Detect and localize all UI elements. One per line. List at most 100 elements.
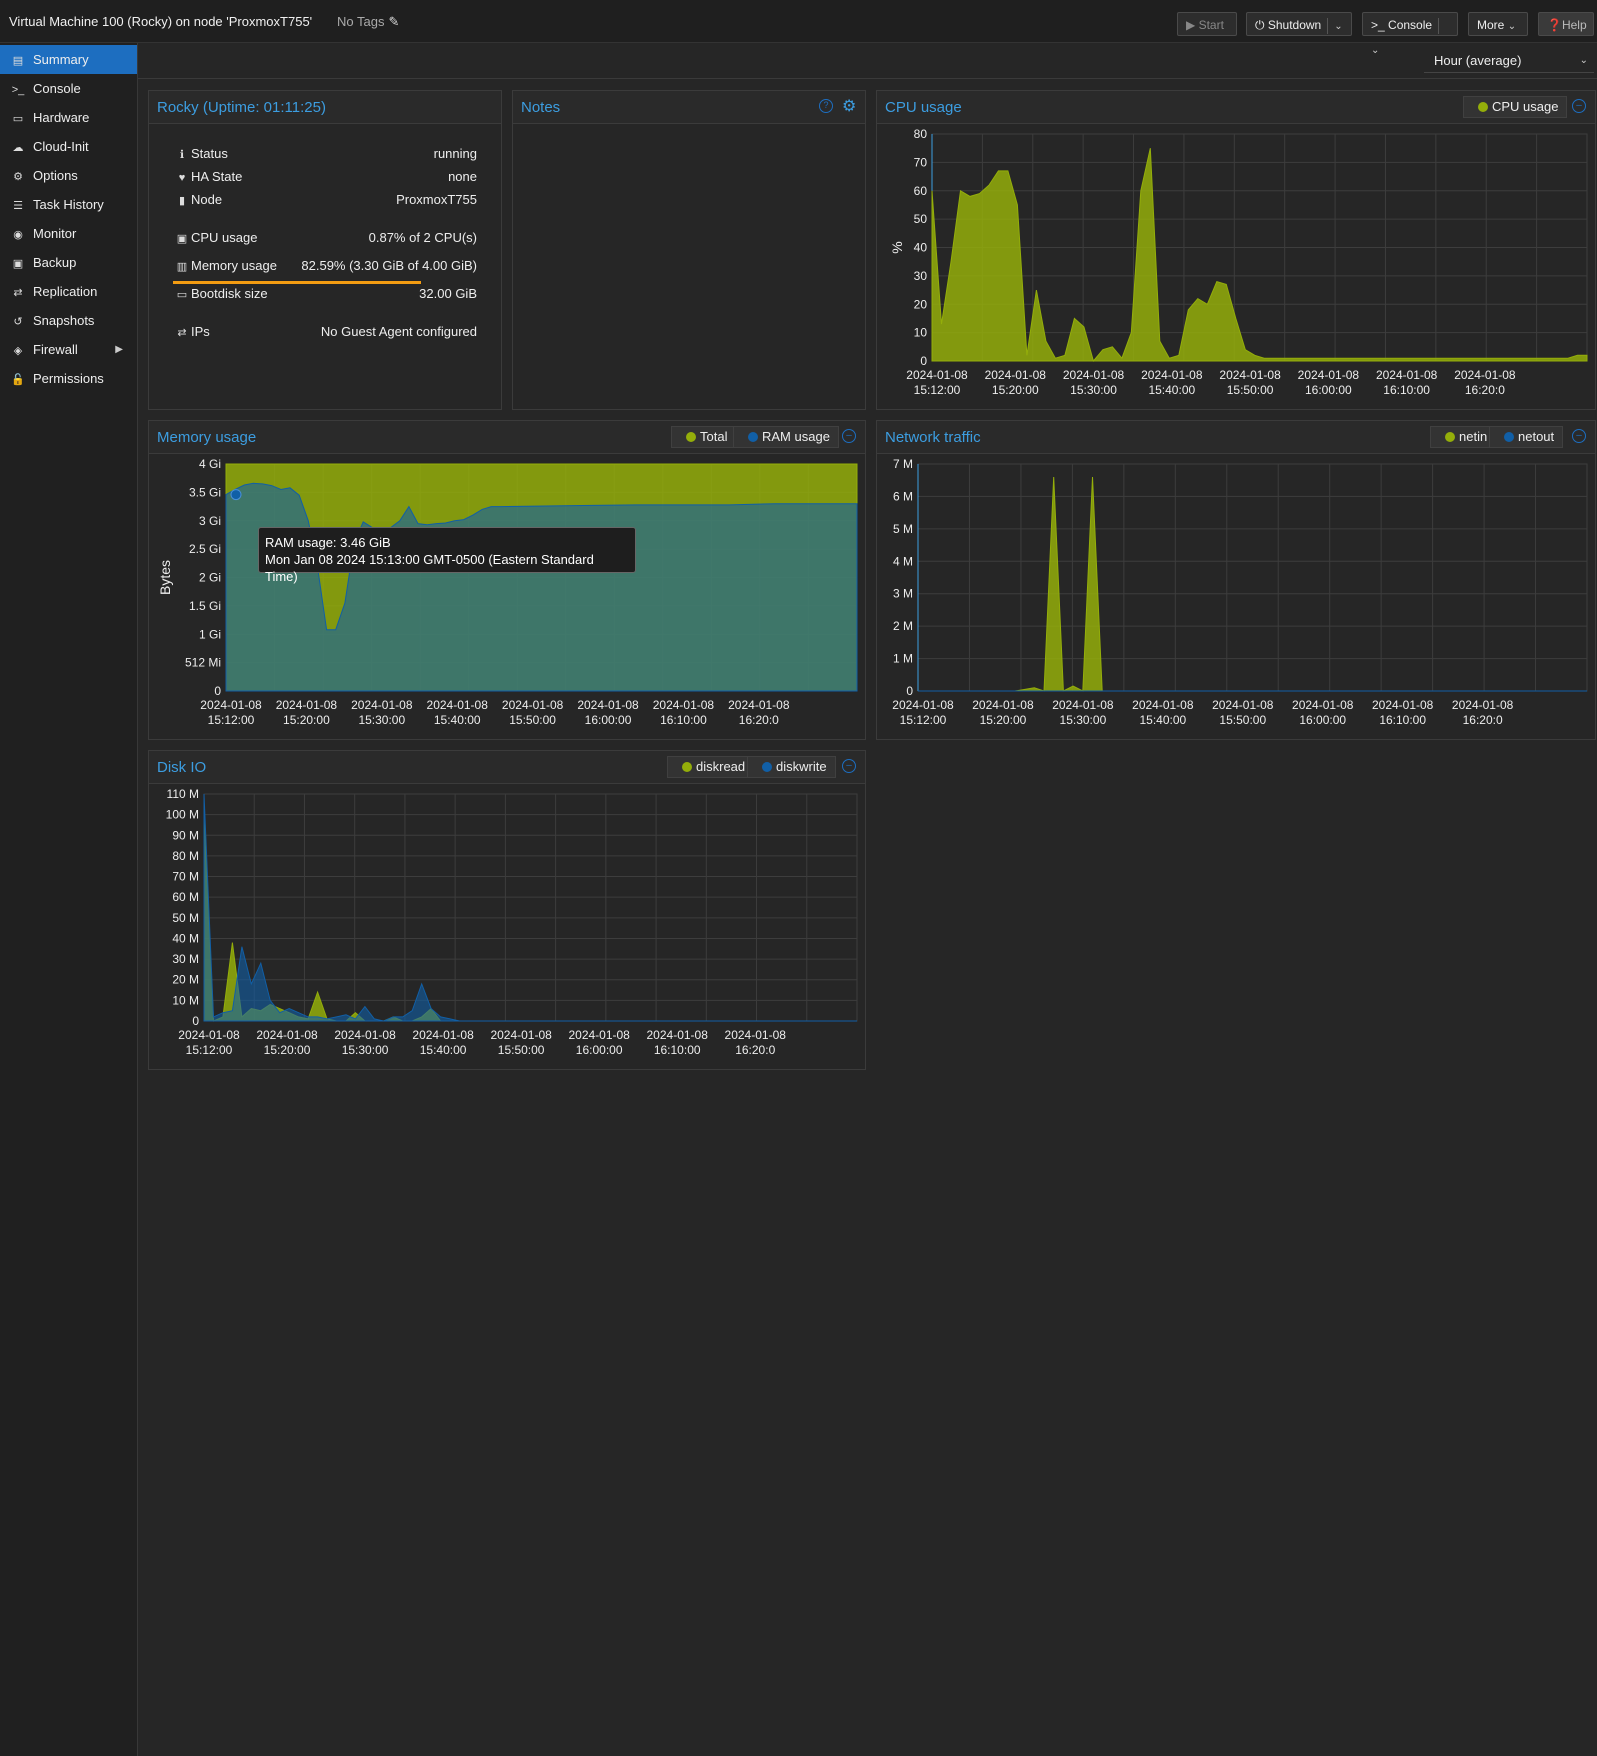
y-tick-label: 5 M [893,522,913,536]
memory-legend-total[interactable]: Total [671,426,737,448]
y-axis-label: Bytes [157,560,173,595]
chart-tooltip: RAM usage: 3.46 GiB Mon Jan 08 2024 15:1… [258,527,636,584]
sidebar-item-label: Cloud-Init [33,139,89,154]
sidebar-item-replication[interactable]: ⇄ Replication [0,277,137,306]
y-tick-label: 3 Gi [199,514,221,528]
cpu-chart-title: CPU usage [885,99,962,116]
sidebar-item-summary[interactable]: ▤ Summary [0,45,137,74]
x-tick-label: 2024-01-08 16:20:0 [725,1028,787,1057]
pencil-icon[interactable]: ✎ [388,14,400,29]
timeframe-select[interactable]: Hour (average) ⌄ [1424,49,1594,73]
terminal-icon: >_ [1371,18,1385,32]
x-tick-label: 2024-01-08 15:20:00 [972,698,1034,727]
sidebar-item-task-history[interactable]: ☰ Task History [0,190,137,219]
eye-icon: ◉ [13,229,23,241]
network-chart-title: Network traffic [885,429,981,446]
x-tick-label: 2024-01-08 16:10:00 [647,1028,709,1057]
notes-panel-title: Notes [521,99,561,116]
y-tick-label: 40 M [172,931,199,945]
x-tick-label: 2024-01-08 16:20:0 [1452,698,1514,727]
y-tick-label: 0 [906,684,913,698]
legend-dot [1445,432,1455,442]
x-tick-label: 2024-01-08 15:12:00 [178,1028,240,1057]
y-tick-label: 60 M [172,890,199,904]
y-tick-label: 110 M [167,787,199,801]
monitor-icon: ▭ [12,113,24,125]
y-tick-label: 30 M [172,952,199,966]
chevron-down-icon[interactable]: ⌄ [1371,45,1380,56]
y-tick-label: 20 M [172,973,199,987]
history-icon: ↺ [13,316,23,328]
page-title: Virtual Machine 100 (Rocky) on node 'Pro… [9,14,313,29]
sidebar-item-label: Task History [33,197,104,212]
help-button[interactable]: ❓Help [1538,12,1594,36]
bootdisk-row: ▭ Bootdisk size 32.00 GiB [173,286,477,306]
legend-dot [1478,102,1488,112]
x-tick-label: 2024-01-08 15:40:00 [1141,368,1203,397]
x-tick-label: 2024-01-08 16:00:00 [577,698,639,727]
memory-chart: 0 512 Mi 1 Gi 1.5 Gi 2 Gi 2.5 Gi 3 Gi 3.5 Gi 4 G… [157,457,858,727]
sidebar-item-permissions[interactable]: 🔓 Permissions [0,364,137,393]
y-tick-label: 1.5 Gi [189,599,221,613]
y-tick-label: 70 M [172,870,199,884]
y-tick-label: 60 [914,184,928,198]
sidebar-item-backup[interactable]: ▣ Backup [0,248,137,277]
x-tick-label: 2024-01-08 15:30:00 [1063,368,1125,397]
help-circle-icon[interactable]: ? [819,99,833,113]
sidebar-item-options[interactable]: ⚙ Options [0,161,137,190]
cpu-legend-item[interactable]: CPU usage [1463,96,1568,118]
sidebar-item-label: Replication [33,284,98,299]
gear-icon[interactable]: ⚙ [842,98,857,115]
collapse-icon[interactable]: – [1572,429,1586,443]
y-tick-label: 0 [920,354,927,368]
floppy-icon: ▣ [12,258,24,270]
sidebar-item-hardware[interactable]: ▭ Hardware [0,103,137,132]
memory-icon: ▥ [176,261,188,273]
network-legend-netout[interactable]: netout [1489,426,1564,448]
y-tick-label: 30 [914,269,928,283]
y-tick-label: 80 [914,127,928,141]
x-tick-label: 2024-01-08 15:20:00 [276,698,338,727]
retweet-icon: ⇄ [13,287,23,299]
expand-arrow-icon[interactable]: ▶ [115,344,123,355]
gear-icon: ⚙ [13,171,23,183]
cpu-chart-panel: CPU usage CPU usage – 0 10 20 30 40 50 60 70 80 2… [876,90,1596,410]
y-tick-label: 3 M [893,587,913,601]
collapse-icon[interactable]: – [1572,99,1586,113]
collapse-icon[interactable]: – [842,759,856,773]
shutdown-button[interactable]: ⏻ Shutdown ⌄ [1246,12,1352,36]
sidebar-item-label: Hardware [33,110,90,125]
memory-usage-row: ▥ Memory usage 82.59% (3.30 GiB of 4.00 G… [173,258,477,278]
more-button[interactable]: More ⌄ [1468,12,1528,36]
status-row: ℹ Status running [173,146,477,166]
x-tick-label: 2024-01-08 15:12:00 [200,698,262,727]
y-tick-label: 2 Gi [199,571,221,585]
sidebar-item-firewall[interactable]: ◈ Firewall ▶ [0,335,137,364]
sidebar-item-label: Console [33,81,81,96]
memory-legend-ram[interactable]: RAM usage [733,426,839,448]
diskio-legend-write[interactable]: diskwrite [747,756,836,778]
node-row: ▮ Node ProxmoxT755 [173,192,477,212]
diskio-legend-read[interactable]: diskread [667,756,755,778]
network-legend-netin[interactable]: netin [1430,426,1497,448]
y-tick-label: 100 M [166,808,199,822]
chevron-down-icon: ⌄ [1579,55,1588,66]
console-button[interactable]: >_ Console⌄ [1362,12,1458,56]
sidebar-item-label: Snapshots [33,313,95,328]
x-tick-label: 2024-01-08 15:50:00 [490,1028,552,1057]
tags-editor[interactable]: No Tags ✎ [337,14,399,30]
tooltip-marker [230,489,242,501]
cpu-icon: ▣ [176,233,188,245]
x-tick-label: 2024-01-08 15:30:00 [1052,698,1114,727]
sidebar-item-cloud-init[interactable]: ☁ Cloud-Init [0,132,137,161]
x-tick-label: 2024-01-08 15:50:00 [1212,698,1274,727]
sidebar-item-snapshots[interactable]: ↺ Snapshots [0,306,137,335]
status-panel: Rocky (Uptime: 01:11:25) ℹ Status running… [148,90,502,410]
collapse-icon[interactable]: – [842,429,856,443]
chevron-down-icon[interactable]: ⌄ [1334,21,1343,32]
sidebar-item-label: Monitor [33,226,77,241]
sidebar-item-console[interactable]: >_ Console [0,74,137,103]
start-button[interactable]: ▶ Start [1177,12,1237,36]
sidebar-item-monitor[interactable]: ◉ Monitor [0,219,137,248]
info-icon: ℹ [179,149,185,161]
